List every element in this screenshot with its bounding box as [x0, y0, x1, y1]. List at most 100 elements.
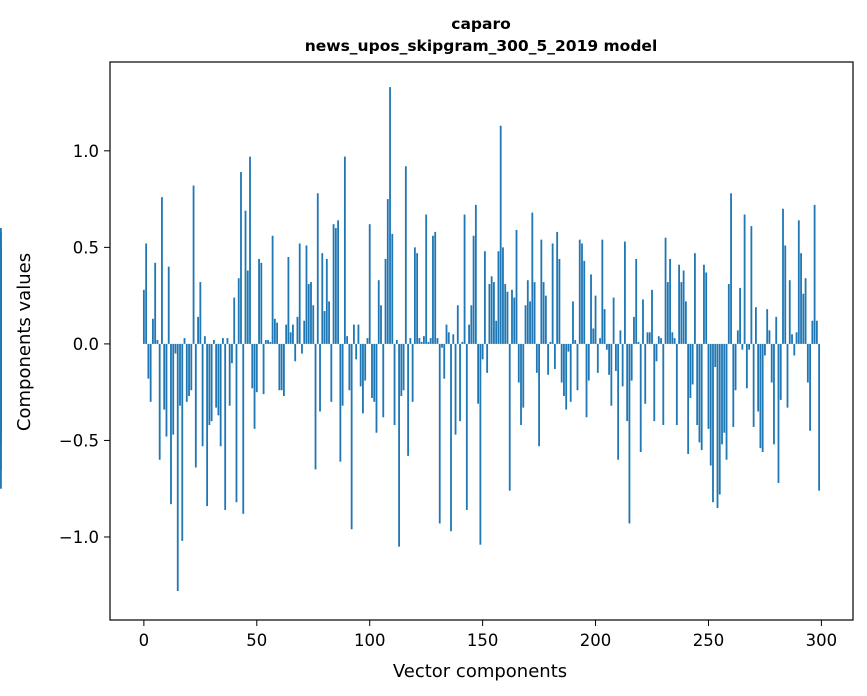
bar [797, 220, 800, 344]
bar [380, 305, 382, 344]
bar [233, 297, 236, 344]
bar [511, 289, 513, 344]
bar [194, 343, 197, 468]
bar [567, 343, 570, 352]
bar [0, 228, 2, 344]
bar [170, 343, 172, 505]
bar [402, 343, 405, 391]
bar [739, 287, 741, 344]
bar [450, 343, 452, 532]
bar [350, 343, 353, 530]
bar [226, 338, 229, 344]
bar [644, 343, 647, 404]
bar [782, 208, 784, 344]
bar [499, 125, 502, 344]
bar [734, 343, 737, 391]
bar [675, 343, 678, 425]
bar [754, 307, 757, 344]
bar [382, 343, 385, 418]
bar [736, 330, 739, 344]
bar [621, 343, 624, 387]
x-axis-label: Vector components [393, 661, 567, 682]
bar [420, 341, 423, 344]
x-tick-label: 0 [139, 631, 150, 650]
bar [459, 343, 461, 422]
bar [330, 343, 333, 402]
bar [312, 305, 315, 344]
bar [603, 309, 606, 344]
bar [305, 245, 308, 344]
bar [341, 343, 344, 406]
bar [678, 264, 681, 344]
x-tick-label: 300 [806, 631, 838, 650]
bar [201, 343, 204, 447]
bar [323, 311, 326, 344]
bar [716, 343, 719, 509]
bar [181, 343, 184, 541]
bar [619, 330, 622, 344]
bar [206, 343, 209, 507]
bar [264, 340, 267, 344]
bar [0, 343, 2, 422]
bar [809, 343, 811, 431]
bar [212, 340, 215, 344]
bar [156, 340, 159, 344]
bar [423, 336, 425, 344]
bar [296, 316, 299, 344]
bar [398, 343, 400, 547]
bar [601, 239, 604, 344]
bar [556, 231, 559, 344]
bar [409, 338, 412, 344]
bar [639, 343, 642, 453]
bar [395, 340, 398, 344]
bar [657, 336, 660, 344]
chart-subtitle: news_upos_skipgram_300_5_2019 model [305, 37, 658, 55]
y-tick-label: 0.0 [73, 335, 99, 354]
bar [249, 156, 251, 344]
bar [651, 289, 653, 344]
bar [596, 343, 599, 373]
bar [587, 343, 590, 381]
bar [815, 320, 818, 344]
bar [301, 343, 303, 354]
x-axis-ticks: 0 50 100 150 200 250 300 [139, 620, 838, 650]
bar [642, 299, 644, 344]
bar [228, 343, 231, 406]
bar [343, 156, 346, 344]
bar [628, 343, 631, 524]
bar [745, 343, 748, 389]
bar [210, 343, 213, 422]
bar [648, 332, 651, 344]
x-tick-label: 200 [580, 631, 612, 650]
bar [199, 282, 202, 344]
x-tick-label: 150 [467, 631, 499, 650]
bar [673, 338, 676, 344]
bar [461, 341, 464, 344]
x-tick-label: 100 [354, 631, 386, 650]
bar [472, 235, 475, 344]
bar [569, 343, 572, 402]
bar [217, 343, 220, 416]
bar [251, 343, 254, 389]
bar [547, 343, 550, 375]
bar [605, 343, 608, 350]
bar [443, 343, 446, 379]
bar [465, 343, 468, 510]
bar [362, 343, 364, 414]
bar [400, 343, 403, 397]
bar [662, 343, 665, 425]
bar [750, 226, 753, 344]
y-tick-label: 1.0 [73, 142, 99, 161]
bar [743, 214, 746, 344]
bar [684, 301, 687, 344]
x-tick-label: 50 [246, 631, 267, 650]
bar [513, 297, 516, 344]
bar [660, 338, 662, 344]
bar [811, 320, 814, 344]
bar [425, 214, 428, 344]
bar [612, 297, 615, 344]
bar [680, 282, 683, 344]
bar [775, 316, 778, 344]
bar [165, 343, 168, 437]
